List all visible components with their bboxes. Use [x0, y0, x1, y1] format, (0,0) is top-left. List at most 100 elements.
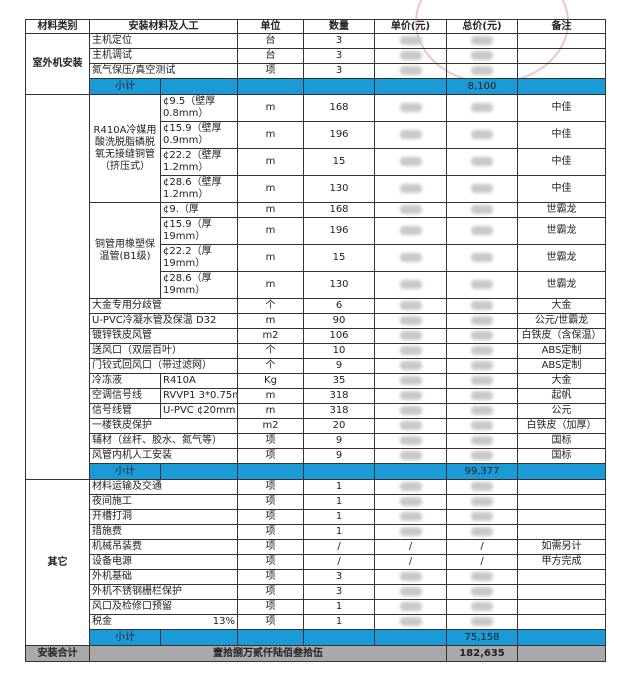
redacted-value: [399, 102, 422, 112]
item-name: 大金专用分歧管: [89, 298, 238, 314]
column-header: 单价(元): [374, 19, 447, 34]
unit-price: [374, 244, 447, 272]
unit-price: [374, 217, 447, 245]
table-row: 镀锌铁皮风管 m2 106 白铁皮（含保温）: [26, 328, 606, 344]
cell: [517, 629, 606, 646]
redacted-value: [471, 50, 493, 60]
note: 大金: [517, 373, 606, 389]
note: 中佳: [517, 94, 606, 122]
unit-price: [374, 494, 447, 510]
table-row: 夜间施工项 1: [26, 494, 606, 510]
unit-price: [374, 614, 447, 630]
unit: m: [237, 175, 304, 203]
quantity: 9: [303, 433, 375, 449]
unit: 项: [237, 524, 304, 540]
redacted-value: [399, 526, 422, 536]
redacted-value: [471, 405, 493, 415]
note: 国标: [517, 433, 606, 449]
table-row: ¢22.2（壁厚1.2mm） m 15 中佳: [26, 148, 606, 176]
grand-total-words: 壹拾捌万贰仟陆佰叁拾伍: [89, 645, 447, 662]
redacted-value: [471, 420, 493, 430]
table-row: 其它 材料运输及交通项 1: [25, 479, 606, 646]
total-price: [446, 148, 518, 176]
item-spec: ¢15.9（厚19mm）: [160, 217, 238, 245]
note: ABS定制: [517, 358, 606, 374]
note: [517, 494, 606, 510]
redacted-value: [471, 481, 493, 491]
unit: m: [237, 244, 304, 272]
note: 中佳: [517, 121, 606, 149]
quantity: 1: [303, 599, 375, 615]
item-name: 措施费: [89, 524, 238, 540]
unit: 项: [237, 614, 304, 630]
total-price: /: [446, 539, 518, 555]
subtotal-row: 小计 75,158: [26, 629, 606, 646]
redacted-value: [399, 616, 422, 626]
redacted-value: [399, 156, 422, 166]
quantity: /: [303, 554, 375, 570]
item-name: U-PVC冷凝水管及保温 D32: [89, 313, 238, 329]
table-row: ¢28.6（壁厚1.2mm） m 130 中佳: [26, 175, 606, 203]
total-price: /: [446, 554, 518, 570]
quantity: 318: [303, 403, 375, 419]
table-row: 设备电源项 / / / 甲方完成: [26, 554, 606, 570]
item-spec: RVVP1 3*0.75mm: [160, 388, 238, 404]
unit-price: [374, 373, 447, 389]
redacted-value: [399, 435, 422, 445]
redacted-value: [471, 345, 493, 355]
redacted-value: [399, 586, 422, 596]
table-row: 主机调试台 3: [26, 48, 606, 64]
total-price: [446, 403, 518, 419]
unit: m: [237, 271, 304, 299]
header-row: 材料类别 安装材料及人工 单位 数量 单价(元) 总价(元) 备注: [25, 19, 606, 34]
unit-price: [374, 433, 447, 449]
redacted-value: [471, 360, 493, 370]
unit: m: [237, 217, 304, 245]
redacted-value: [399, 252, 422, 262]
item-name: 税金: [92, 616, 112, 627]
subtotal-amount: 75,158: [446, 629, 518, 646]
quantity: 3: [303, 569, 375, 585]
grand-total-amount: 182,635: [446, 645, 518, 662]
unit-price: [374, 328, 447, 344]
redacted-value: [399, 35, 422, 45]
unit-price: [374, 599, 447, 615]
quantity: /: [303, 539, 375, 555]
subtotal-row: 小计 8,100: [26, 78, 606, 95]
cell: [303, 463, 375, 480]
redacted-value: [471, 450, 493, 460]
quantity: 196: [303, 121, 375, 149]
quantity: 15: [303, 148, 375, 176]
total-price: [446, 358, 518, 374]
quantity: 1: [303, 494, 375, 510]
total-price: [446, 343, 518, 359]
unit: 个: [237, 298, 304, 314]
unit: 项: [237, 584, 304, 600]
cell: [303, 629, 375, 646]
table-row: 室外机安装 主机定位台 3: [25, 33, 606, 95]
note: 中佳: [517, 148, 606, 176]
quantity: 168: [303, 202, 375, 218]
redacted-value: [399, 315, 422, 325]
redacted-value: [399, 496, 422, 506]
item-group-label: 铜管用橡塑保温管(B1级): [89, 202, 161, 299]
table-row: 辅材（丝杆、胶水、氮气等）项 9 国标: [26, 433, 606, 449]
cell: [303, 78, 375, 95]
note: [517, 584, 606, 600]
unit-price: [374, 569, 447, 585]
table-row: R410A冷媒用酸洗脱脂磷脱氧无接缝铜管（挤压式） ¢9.5（壁厚0.8mm） m 1…: [25, 94, 606, 480]
total-price: [446, 524, 518, 540]
unit: 个: [237, 358, 304, 374]
total-price: [446, 202, 518, 218]
item-name: 主机定位: [89, 33, 238, 49]
redacted-value: [399, 450, 422, 460]
redacted-value: [471, 65, 493, 75]
unit-price: [374, 94, 447, 122]
total-price: [446, 599, 518, 615]
quantity: 1: [303, 524, 375, 540]
unit-price: /: [374, 554, 447, 570]
unit: 台: [237, 48, 304, 64]
redacted-value: [471, 156, 493, 166]
redacted-value: [471, 496, 493, 506]
total-price: [446, 94, 518, 122]
